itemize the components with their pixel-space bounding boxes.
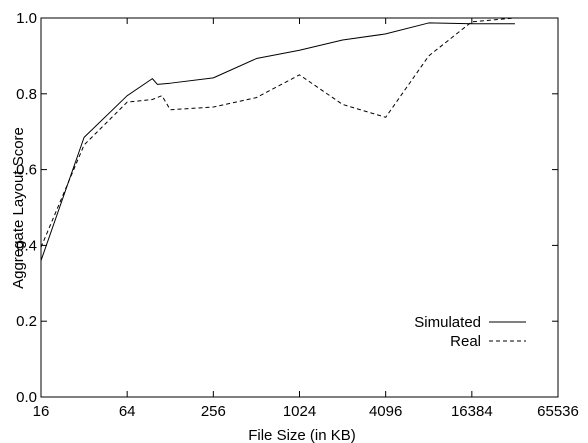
x-tick-label: 65536 [537, 403, 579, 420]
x-tick-label: 4096 [369, 403, 402, 420]
x-tick-label: 256 [201, 403, 226, 420]
legend-label-real: Real [450, 333, 481, 350]
y-tick-label: 0.6 [16, 162, 37, 179]
y-tick-label: 0.8 [16, 86, 37, 103]
x-tick-label: 64 [119, 403, 136, 420]
y-tick-label: 0.2 [16, 313, 37, 330]
legend: Simulated Real [414, 314, 526, 350]
y-tick-label: 1.0 [16, 10, 37, 27]
y-tick-label: 0.4 [16, 237, 37, 254]
y-tick-label: 0.0 [16, 389, 37, 406]
x-tick-label: 1024 [283, 403, 316, 420]
legend-label-simulated: Simulated [414, 314, 481, 331]
series-line-simulated [40, 22, 515, 261]
x-axis-label: File Size (in KB) [248, 427, 356, 443]
y-axis-label: Aggregate Layout Score [10, 127, 27, 289]
series-line-real [40, 17, 515, 248]
series-layer [40, 17, 515, 261]
axis-ticks: 16 64 256 1024 4096 16384 65536 0.0 0.2 0.4 0.6 0.8… [16, 10, 579, 420]
x-tick-label: 16384 [451, 403, 493, 420]
x-tick-label: 16 [33, 403, 50, 420]
